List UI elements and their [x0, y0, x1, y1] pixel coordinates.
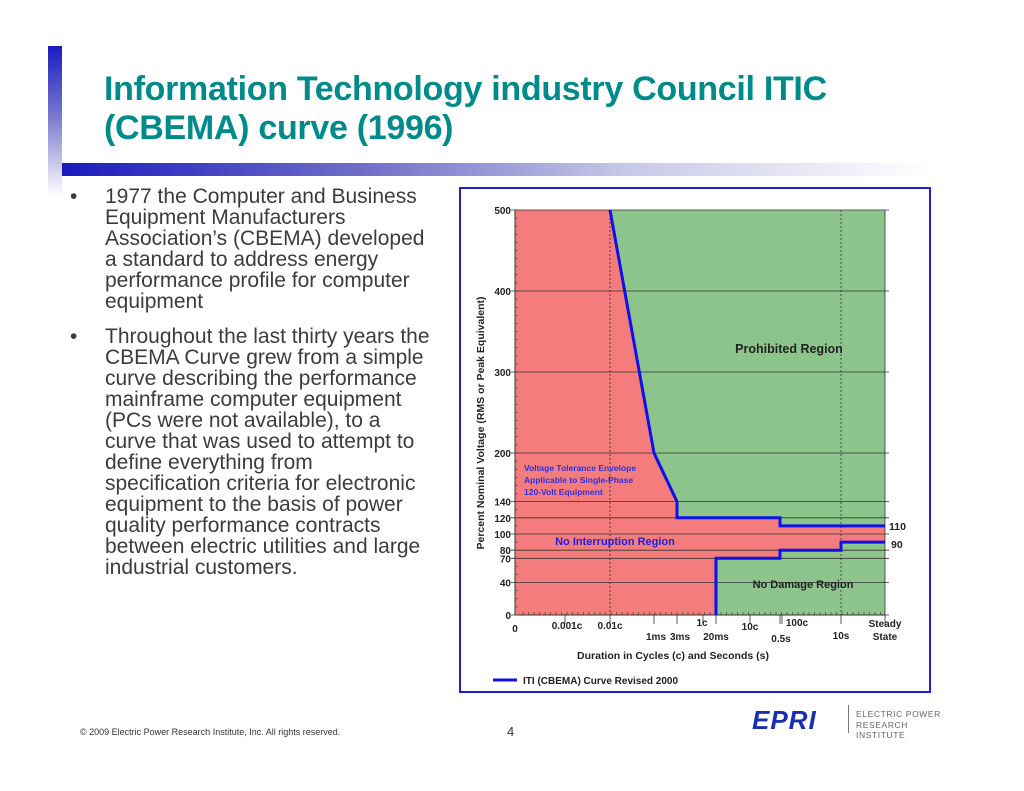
- envelope-label-2: Applicable to Single-Phase: [524, 475, 633, 485]
- x-tick-label: 10s: [833, 631, 850, 642]
- envelope-label-1: Voltage Tolerance Envelope: [524, 463, 636, 473]
- x-tick-label: 20ms: [703, 632, 729, 643]
- x-tick-label: 3ms: [670, 632, 690, 643]
- y-axis-title: Percent Nominal Voltage (RMS or Peak Equ…: [475, 296, 487, 549]
- x-tick-label: 0: [512, 624, 518, 635]
- x-tick-label: 0.001c: [552, 621, 583, 632]
- bullet-item: • Throughout the last thirty years the CB…: [70, 326, 430, 578]
- prohibited-region-label: Prohibited Region: [735, 342, 843, 356]
- bullet-icon: •: [70, 325, 78, 348]
- y-tick-label: 120: [494, 514, 511, 525]
- no-damage-label: No Damage Region: [753, 579, 854, 591]
- tolerance-region-fill: [515, 210, 885, 615]
- y-tick-label: 70: [500, 554, 512, 565]
- x-tick-label: 1ms: [646, 632, 666, 643]
- logo-text-2: RESEARCH INSTITUTE: [856, 720, 909, 740]
- page-number: 4: [507, 724, 515, 739]
- y-tick-label: 0: [505, 611, 511, 622]
- bullet-list: • 1977 the Computer and Business Equipmen…: [70, 186, 430, 592]
- logo-text-1: ELECTRIC POWER: [856, 709, 941, 719]
- y-tick-label: 140: [494, 498, 511, 509]
- legend-label: ITI (CBEMA) Curve Revised 2000: [523, 676, 678, 687]
- bullet-icon: •: [70, 185, 78, 208]
- bullet-text: Throughout the last thirty years the CBE…: [105, 325, 430, 579]
- copyright-footer: © 2009 Electric Power Research Institute…: [80, 727, 341, 737]
- envelope-label-3: 120-Volt Equipment: [524, 487, 603, 497]
- x-axis-title: Duration in Cycles (c) and Seconds (s): [577, 650, 769, 662]
- title-line-2: (CBEMA) curve (1996): [104, 109, 454, 147]
- epri-logo: EPRI ELECTRIC POWER RESEARCH INSTITUTE: [752, 705, 952, 740]
- logo-divider: [848, 705, 849, 733]
- y-tick-label: 80: [500, 546, 512, 557]
- no-interruption-label: No Interruption Region: [555, 536, 675, 548]
- slide-title: Information Technology industry Council …: [104, 70, 964, 148]
- epri-logo-mark: EPRI: [752, 705, 817, 735]
- y-tick-label: 40: [500, 579, 512, 590]
- end-label-110: 110: [889, 521, 906, 533]
- y-tick-label: 400: [494, 287, 511, 298]
- x-tick-label: 100c: [786, 618, 809, 629]
- title-underline-bar: [62, 163, 932, 176]
- end-label-90: 90: [891, 539, 903, 551]
- x-tick-label: Steady: [869, 619, 902, 630]
- x-tick-label: 0.5s: [771, 634, 791, 645]
- y-tick-label: 200: [494, 449, 511, 460]
- iti-curve-lower: [714, 540, 885, 615]
- x-tick-label: 10c: [742, 622, 759, 633]
- bullet-text: 1977 the Computer and Business Equipment…: [105, 185, 425, 313]
- y-tick-label: 100: [494, 530, 511, 541]
- iti-curve-upper: [608, 209, 885, 528]
- bullet-item: • 1977 the Computer and Business Equipmen…: [70, 186, 430, 312]
- x-tick-label: State: [873, 632, 898, 643]
- y-tick-label: 500: [494, 206, 511, 217]
- title-accent-bar: [48, 46, 62, 196]
- x-tick-label: 1c: [696, 618, 708, 629]
- x-tick-label: 0.01c: [597, 621, 622, 632]
- title-line-1: Information Technology industry Council …: [104, 70, 827, 108]
- y-tick-label: 300: [494, 368, 511, 379]
